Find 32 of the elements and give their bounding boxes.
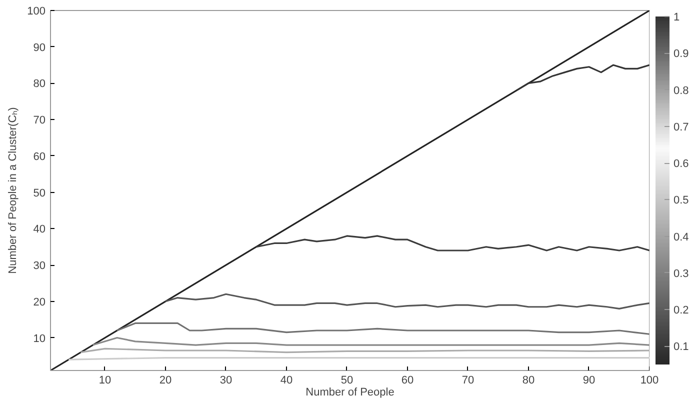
x-tick-label: 10	[98, 374, 112, 386]
color-bar-label: 0.6	[674, 158, 689, 170]
x-axis-title: Number of People	[306, 386, 394, 398]
x-tick-label: 50	[340, 374, 354, 386]
color-bar-label: 0.7	[674, 121, 689, 134]
x-tick-label: 20	[159, 374, 172, 386]
color-bar-label: 0.1	[674, 341, 689, 354]
y-tick-label: 60	[33, 150, 46, 163]
y-tick-label: 20	[33, 296, 46, 308]
y-tick-label: 90	[33, 42, 46, 54]
x-tick-label: 90	[582, 374, 596, 386]
y-tick-label: 40	[33, 224, 46, 236]
x-tick-label: 100	[640, 374, 659, 386]
x-tick-label: 70	[462, 374, 474, 386]
y-tick-label: 10	[33, 332, 46, 345]
color-bar-label: 0.5	[674, 194, 689, 207]
color-bar-label: 0.4	[674, 231, 689, 244]
x-tick-label: 30	[220, 374, 232, 386]
y-tick-label: 70	[33, 114, 46, 127]
y-tick-label: 100	[27, 6, 46, 18]
color-bar-label: 1	[674, 12, 680, 24]
color-bar-label: 0.8	[674, 84, 689, 97]
x-tick-label: 80	[522, 374, 535, 386]
color-bar-label: 0.3	[674, 268, 689, 280]
color-bar-label: 0.9	[674, 48, 689, 60]
y-axis-title: Number of People in a Cluster(Cₕ)	[7, 107, 20, 274]
y-tick-label: 80	[33, 78, 46, 90]
x-tick-label: 40	[280, 374, 293, 386]
color-bar-label: 0.2	[674, 304, 689, 317]
x-tick-label: 60	[401, 374, 414, 386]
y-tick-label: 30	[33, 260, 46, 272]
y-tick-label: 50	[33, 187, 46, 200]
